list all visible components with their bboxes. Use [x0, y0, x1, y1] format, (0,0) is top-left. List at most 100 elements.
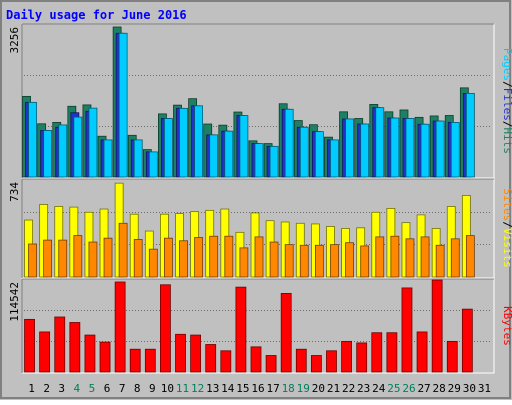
x-tick-label: 11 [176, 382, 189, 395]
bar-pages-day-29 [450, 122, 460, 178]
x-tick-label: 30 [463, 382, 476, 395]
bar-sites-day-23 [360, 245, 370, 278]
bar-kbytes-day-2 [39, 331, 51, 373]
bar-pages-day-16 [254, 143, 264, 178]
bar-sites-day-21 [330, 244, 339, 278]
bar-sites-day-4 [73, 235, 83, 278]
bar-sites-day-13 [209, 235, 219, 278]
x-axis: 1 2 3 4 5 6 7 8 9 10 11 12 13 14 15 16 17 18 19 20 21 22 23 24 2… [28, 382, 491, 395]
x-tick-label: 3 [58, 382, 65, 395]
bar-kbytes-day-23 [356, 342, 368, 373]
bar-sites-day-17 [269, 241, 279, 278]
series-legend-label: Sites/Visits [501, 188, 512, 268]
x-tick-label: 29 [448, 382, 461, 395]
bar-pages-day-2 [43, 130, 53, 178]
legend-kbytes: KBytes [501, 306, 512, 346]
bar-kbytes-day-14 [220, 350, 232, 373]
bar-kbytes-day-6 [99, 341, 111, 373]
panel-kbytes: 114542 KBytes [8, 278, 512, 374]
bar-pages-day-25 [390, 117, 400, 178]
chart-panels: 3256Pages/Files/Hits734Sites/Visits11454… [8, 23, 512, 374]
bar-kbytes-day-15 [235, 286, 247, 373]
bar-sites-day-7 [118, 222, 128, 278]
bar-kbytes-day-22 [341, 340, 352, 373]
bar-kbytes-day-11 [175, 333, 186, 373]
x-tick-label: 9 [149, 382, 156, 395]
bar-pages-day-15 [239, 115, 249, 178]
bar-sites-day-3 [58, 239, 68, 278]
bar-sites-day-16 [254, 236, 264, 278]
bar-sites-day-9 [148, 248, 158, 278]
bar-sites-day-26 [405, 238, 415, 278]
bar-pages-day-28 [435, 120, 445, 178]
x-tick-label: 19 [297, 382, 310, 395]
bar-pages-day-10 [164, 118, 173, 178]
y-max-label: 114542 [8, 282, 21, 322]
bar-sites-day-12 [194, 237, 204, 278]
x-tick-label: 12 [191, 382, 204, 395]
legend-files: Files [501, 88, 512, 121]
x-tick-label: 22 [342, 382, 355, 395]
bar-pages-day-12 [194, 105, 204, 178]
legend-separator: / [501, 221, 512, 228]
legend-pages: Pages [501, 48, 512, 81]
x-tick-label: 13 [206, 382, 219, 395]
x-tick-label: 16 [251, 382, 264, 395]
bar-sites-day-18 [284, 244, 294, 278]
bar-kbytes-day-10 [160, 284, 171, 373]
bar-sites-day-24 [375, 236, 385, 278]
x-tick-label: 23 [357, 382, 370, 395]
bar-pages-day-20 [314, 131, 324, 178]
bar-sites-day-1 [28, 243, 37, 278]
bar-pages-day-7 [118, 32, 128, 178]
series-legend-label: Pages/Files/Hits [501, 48, 512, 154]
bar-sites-day-22 [345, 242, 354, 278]
x-tick-label: 7 [119, 382, 126, 395]
bar-pages-day-17 [269, 145, 279, 178]
legend-separator: / [501, 121, 512, 128]
series-kbytes [24, 279, 473, 373]
x-tick-label: 18 [282, 382, 295, 395]
bar-sites-day-15 [239, 247, 249, 278]
bar-sites-day-29 [450, 238, 460, 278]
x-tick-label: 1 [28, 382, 35, 395]
bar-kbytes-day-21 [326, 350, 337, 373]
x-tick-label: 15 [236, 382, 249, 395]
bar-kbytes-day-12 [190, 334, 202, 373]
bar-kbytes-day-29 [446, 340, 458, 373]
bar-pages-day-19 [299, 126, 309, 178]
x-tick-label: 20 [312, 382, 325, 395]
bar-kbytes-day-26 [401, 287, 413, 373]
bar-pages-day-30 [465, 92, 475, 178]
legend-visits: Visits [501, 228, 512, 268]
y-max-label: 734 [8, 182, 21, 202]
bar-kbytes-day-19 [295, 348, 307, 373]
bar-kbytes-day-17 [265, 355, 277, 373]
x-tick-label: 6 [104, 382, 111, 395]
bar-kbytes-day-5 [84, 334, 96, 373]
bar-sites-day-6 [103, 237, 113, 278]
bar-kbytes-day-20 [310, 355, 322, 373]
x-tick-label: 4 [74, 382, 81, 395]
bar-kbytes-day-7 [114, 281, 126, 373]
x-tick-label: 26 [402, 382, 415, 395]
bar-sites-day-2 [43, 239, 53, 278]
bar-sites-day-8 [133, 239, 143, 278]
series-legend-label: KBytes [501, 306, 512, 346]
series-pages [28, 32, 475, 178]
panel-visits-sites: 734 Sites/Visits [8, 178, 512, 279]
bar-kbytes-day-4 [69, 322, 81, 373]
bar-pages-day-9 [148, 151, 158, 178]
x-tick-label: 28 [433, 382, 446, 395]
bar-kbytes-day-28 [431, 279, 443, 373]
bar-pages-day-23 [360, 123, 370, 178]
bar-pages-day-22 [345, 118, 354, 178]
x-tick-label: 31 [478, 382, 491, 395]
x-tick-label: 17 [266, 382, 279, 395]
bar-kbytes-day-8 [129, 348, 141, 373]
bar-sites-day-30 [465, 235, 475, 278]
bar-pages-day-8 [133, 139, 143, 178]
